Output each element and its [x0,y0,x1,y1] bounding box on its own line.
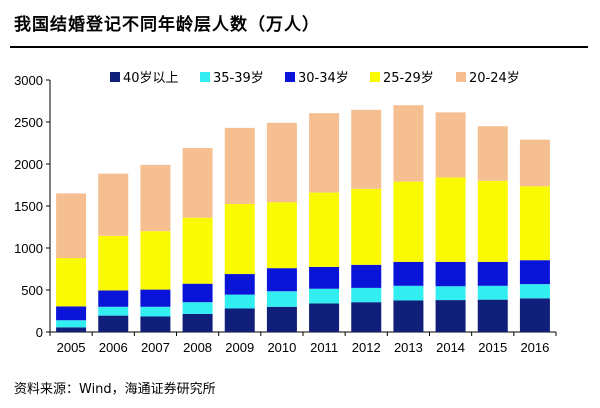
bar-segment [351,109,382,189]
bar-segment [435,261,466,287]
bar-segment [56,306,87,321]
bar-segment [266,291,297,307]
bar-segment [393,300,424,332]
bar-segment [477,285,508,300]
bar-segment [56,258,87,307]
legend-swatch [456,72,466,82]
bar-segment [98,290,129,307]
x-tick-label: 2013 [394,340,423,355]
bar-segment [435,286,466,301]
legend-label: 40岁以上 [123,71,179,86]
x-tick-label: 2010 [267,340,296,355]
bar-segment [477,126,508,181]
y-tick-label: 3000 [14,73,43,88]
x-tick-label: 2007 [141,340,170,355]
bar-segment [351,188,382,265]
legend-swatch [110,72,120,82]
bar-segment [435,112,466,178]
bar-segment [266,268,297,292]
bar-segment [309,266,340,289]
bar-segment [224,127,255,204]
y-tick-label: 2500 [14,115,43,130]
chart-title: 我国结婚登记不同年龄层人数（万人） [14,15,320,35]
y-tick-label: 1000 [14,241,43,256]
title-underline [10,46,588,48]
x-tick-label: 2014 [436,340,465,355]
bar-segment [519,284,550,299]
bar-segment [56,327,87,332]
bar-segment [98,173,129,236]
bar-segment [393,181,424,262]
bar-segment [182,283,213,303]
bar-segment [435,300,466,332]
bar-segment [519,298,550,332]
x-tick-label: 2015 [478,340,507,355]
bar-segment [393,285,424,301]
bar-segment [309,303,340,332]
legend-swatch [200,72,210,82]
bar-segment [351,287,382,303]
bar-segment [140,289,171,307]
bar-segment [266,202,297,269]
x-tick-label: 2012 [352,340,381,355]
bar-segment [98,315,129,332]
legend-label: 30-34岁 [298,71,349,86]
y-tick-label: 0 [36,325,43,340]
x-tick-label: 2008 [183,340,212,355]
bar-segment [140,164,171,232]
bar-segment [351,302,382,332]
bar-segment [519,186,550,261]
bar-segment [477,261,508,286]
legend-swatch [285,72,295,82]
bar-segment [309,192,340,267]
bar-segment [224,274,255,295]
x-tick-label: 2011 [310,340,338,355]
bar-segment [309,288,340,304]
bar-segment [182,217,213,284]
bar-segment [224,203,255,275]
legend-label: 20-24岁 [469,71,520,86]
bar-segment [56,320,87,328]
x-tick-label: 2005 [57,340,86,355]
bar-segment [351,264,382,288]
bar-segment [266,306,297,332]
x-tick-label: 2006 [99,340,128,355]
bar-segment [140,306,171,317]
bar-segment [56,193,87,259]
legend-swatch [370,72,380,82]
legend-label: 25-29岁 [383,71,434,86]
y-tick-label: 500 [21,283,43,298]
bar-segment [477,180,508,262]
bar-segment [393,261,424,286]
bar-segment [182,302,213,314]
bar-segment [435,177,466,262]
y-tick-label: 2000 [14,157,43,172]
bar-segment [182,313,213,332]
bar-segment [140,231,171,290]
bar-segment [98,306,129,316]
bar-segment [182,148,213,218]
bar-segment [224,294,255,309]
source-note: 资料来源：Wind，海通证券研究所 [14,382,216,397]
bar-segment [477,299,508,332]
legend-label: 35-39岁 [213,71,264,86]
y-tick-label: 1500 [14,199,43,214]
x-tick-label: 2009 [225,340,254,355]
bar-segment [224,308,255,332]
bar-segment [309,113,340,193]
x-tick-label: 2016 [520,340,549,355]
bar-segment [266,122,297,203]
stacked-bar-chart: 0 500 1000 1500 2000 2500 3000 2005 2006 2007 2008… [14,71,557,355]
bar-segment [519,139,550,187]
bar-segment [393,105,424,182]
bar-segment [519,260,550,285]
bar-segment [140,316,171,332]
bar-segment [98,235,129,291]
